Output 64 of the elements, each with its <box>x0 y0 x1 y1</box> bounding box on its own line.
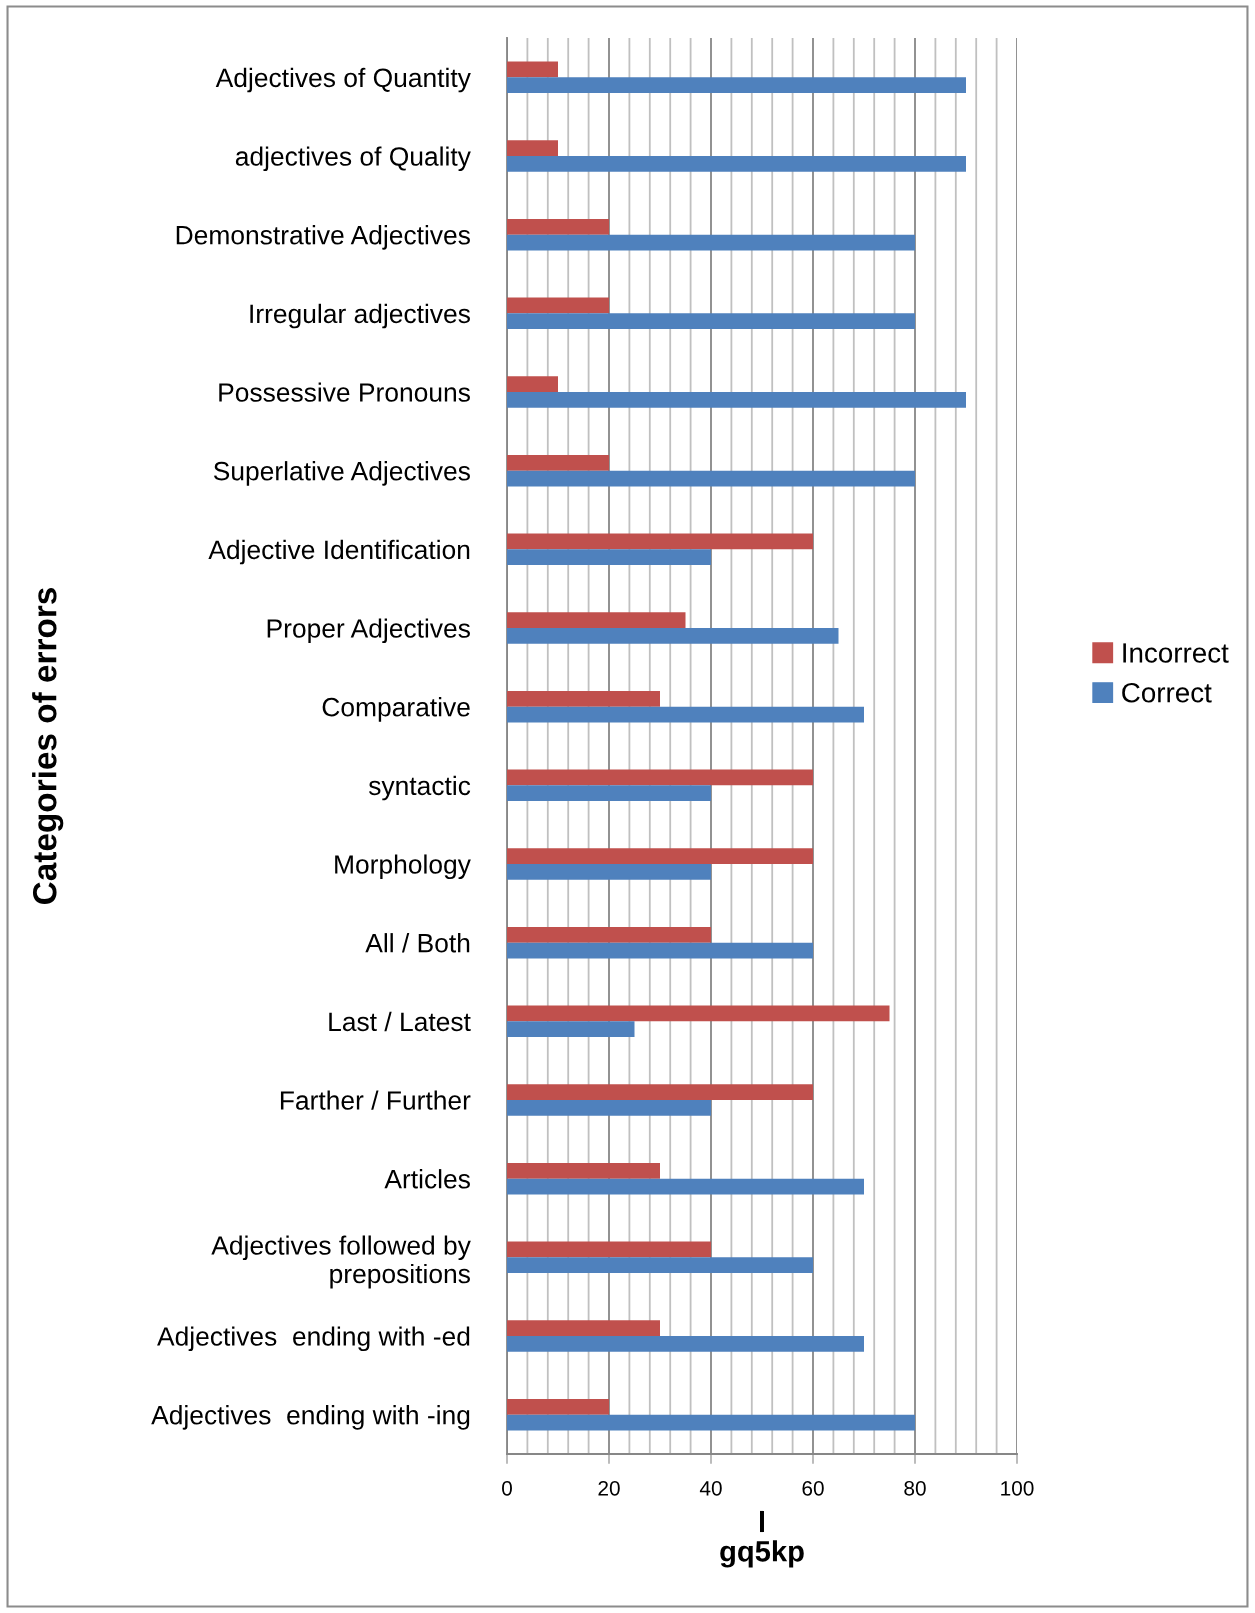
bar <box>507 61 558 78</box>
bar <box>507 706 864 723</box>
y-tick-label: Articles <box>384 1169 470 1189</box>
y-tick-label: Morphology <box>335 854 471 880</box>
bar <box>507 926 711 943</box>
bar <box>507 533 813 550</box>
bar <box>507 1257 813 1274</box>
bar <box>507 612 686 628</box>
y-tick-label: Demonstrative Adjectives <box>176 225 470 250</box>
y-tick-label: Adjectives ending with -ing <box>151 1405 470 1430</box>
bar <box>507 1100 711 1116</box>
bar <box>507 769 813 786</box>
bar <box>507 218 609 235</box>
bar <box>507 234 915 251</box>
bar <box>507 376 558 392</box>
bar <box>507 1336 864 1352</box>
bar <box>507 864 711 880</box>
bar <box>507 297 609 314</box>
x-axis-title: l gq5kp <box>720 1510 804 1568</box>
x-tick-label: 100 <box>1001 1480 1034 1496</box>
y-tick-label: Superlative Adjectives <box>213 461 470 486</box>
y-tick-label: Proper Adjectives <box>267 618 470 644</box>
x-tick-label: 80 <box>904 1480 926 1496</box>
bar <box>507 1414 915 1431</box>
legend-label: Incorrect <box>1123 643 1229 663</box>
x-tick-label: 40 <box>699 1480 722 1496</box>
bar <box>507 942 813 959</box>
bar <box>507 1398 609 1415</box>
y-tick-label: Possessive Pronouns <box>219 382 470 402</box>
x-tick-label: 0 <box>502 1480 512 1496</box>
y-tick-label: syntactic <box>368 775 471 801</box>
bar <box>507 392 966 408</box>
bar <box>507 690 660 707</box>
y-tick-label: All / Both <box>365 933 470 953</box>
y-tick-label: Comparative <box>322 697 470 722</box>
bar <box>507 549 711 566</box>
bar <box>507 454 609 471</box>
x-tick-label: 20 <box>598 1480 620 1496</box>
bar <box>507 848 813 864</box>
x-tick-label: 60 <box>802 1480 824 1496</box>
bar <box>507 470 915 487</box>
y-tick-label: Last / Latest <box>329 1011 471 1032</box>
bar <box>507 1241 711 1258</box>
bar <box>507 1084 813 1100</box>
bar <box>507 1178 864 1195</box>
y-axis-title: Categories of errors <box>32 588 64 904</box>
y-tick-label: Adjectives followed by prepositions <box>211 1235 471 1289</box>
bar <box>507 140 558 156</box>
y-tick-label: Farther / Further <box>280 1090 471 1110</box>
bar <box>507 77 966 94</box>
y-tick-label: Adjectives of Quantity <box>215 67 471 93</box>
bar <box>507 1005 890 1022</box>
bar <box>507 1320 660 1336</box>
legend-label: Correct <box>1122 682 1212 703</box>
y-tick-label: adjectives of Quality <box>235 146 471 172</box>
bar <box>507 785 711 802</box>
bar <box>507 628 839 644</box>
bar <box>507 1021 635 1038</box>
bar <box>507 156 966 172</box>
y-tick-label: Adjectives ending with -ed <box>157 1326 470 1352</box>
bar <box>507 313 915 330</box>
y-tick-label: Irregular adjectives <box>250 303 470 329</box>
bar <box>507 1162 660 1179</box>
y-tick-label: Adjective Identification <box>208 539 470 565</box>
